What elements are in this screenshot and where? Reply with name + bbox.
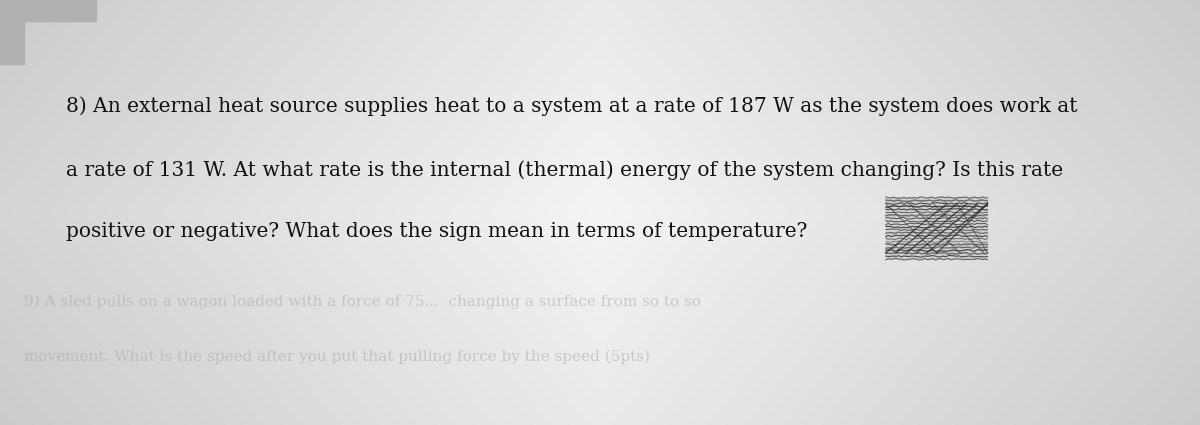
Polygon shape [0,0,96,64]
Text: 9) A sled pulls on a wagon loaded with a force of 75...  changing a surface from: 9) A sled pulls on a wagon loaded with a… [24,295,701,309]
Text: movement. What is the speed after you put that pulling force by the speed (5pts): movement. What is the speed after you pu… [24,350,650,364]
Text: positive or negative? What does the sign mean in terms of temperature?: positive or negative? What does the sign… [66,222,808,241]
Bar [886,198,988,259]
Text: a rate of 131 W. At what rate is the internal (thermal) energy of the system cha: a rate of 131 W. At what rate is the int… [66,160,1063,180]
Text: 8) An external heat source supplies heat to a system at a rate of 187 W as the s: 8) An external heat source supplies heat… [66,96,1078,116]
